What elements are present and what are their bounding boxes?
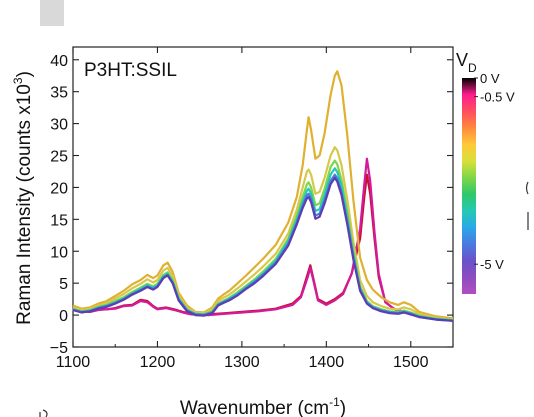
y-tick-label: 10	[50, 244, 68, 261]
plot-area: P3HT:SSIL	[72, 46, 454, 348]
colorbar-label: -5 V	[480, 257, 504, 272]
y-tick-label: −5	[50, 340, 68, 357]
stray-fragment-bottom	[39, 409, 48, 417]
x-tick-label: 1100	[56, 354, 91, 371]
spectrum-line-6	[72, 167, 454, 322]
colorbar-title-main: V	[456, 50, 468, 70]
spectrum-line-2	[72, 157, 454, 322]
colorbar-gradient	[462, 78, 476, 294]
colorbar-labels: 0 V -0.5 V -5 V	[474, 71, 515, 272]
plot-frame	[72, 46, 454, 348]
spectrum-line-8	[72, 176, 454, 322]
x-axis-label-tail: )	[340, 398, 346, 417]
x-tick-label: 1300	[224, 354, 260, 371]
spectrum-line-7	[72, 173, 454, 322]
y-axis-label-sup: 3	[11, 77, 25, 84]
x-axis-label-main: Wavenumber (cm	[180, 398, 329, 417]
corner-gray-box	[40, 0, 64, 26]
x-axis: 1100 1200 1300 1400 1500	[56, 47, 429, 371]
colorbar-title-sub: D	[468, 61, 477, 75]
y-tick-label: 25	[50, 149, 68, 166]
spectrum-line-4	[72, 146, 454, 321]
stray-text-fragments	[39, 181, 529, 417]
spectrum-line-3	[72, 70, 454, 320]
y-axis: −5 0 5 10 15 20 25 30 35 40	[50, 53, 453, 357]
y-tick-label: 15	[50, 212, 68, 229]
x-tick-label: 1400	[309, 354, 345, 371]
series-layer	[72, 70, 454, 322]
y-tick-label: 40	[50, 53, 68, 70]
x-tick-label: 1200	[140, 354, 176, 371]
colorbar-label: 0 V	[480, 71, 500, 86]
y-axis-label-main: Raman Intensity (counts x10	[14, 84, 35, 325]
spectrum-line-1	[72, 173, 454, 321]
y-tick-label: 35	[50, 85, 68, 102]
y-tick-label: 5	[59, 276, 68, 293]
x-axis-label-sup: -1	[329, 395, 340, 409]
colorbar-title: VD	[456, 50, 477, 75]
stray-fragment-right	[525, 181, 529, 230]
colorbar-label: -0.5 V	[480, 90, 515, 105]
y-tick-label: 30	[50, 117, 68, 134]
x-tick-label: 1500	[393, 354, 429, 371]
y-tick-label: 20	[50, 180, 68, 197]
colorbar: VD 0 V -0.5 V -5 V	[456, 50, 515, 294]
x-axis-label: Wavenumber (cm-1)	[180, 395, 346, 417]
y-axis-label: Raman Intensity (counts x103)	[11, 71, 35, 325]
sample-annotation: P3HT:SSIL	[84, 60, 177, 81]
y-axis-label-tail: )	[14, 71, 35, 77]
y-tick-label: 0	[59, 308, 68, 325]
